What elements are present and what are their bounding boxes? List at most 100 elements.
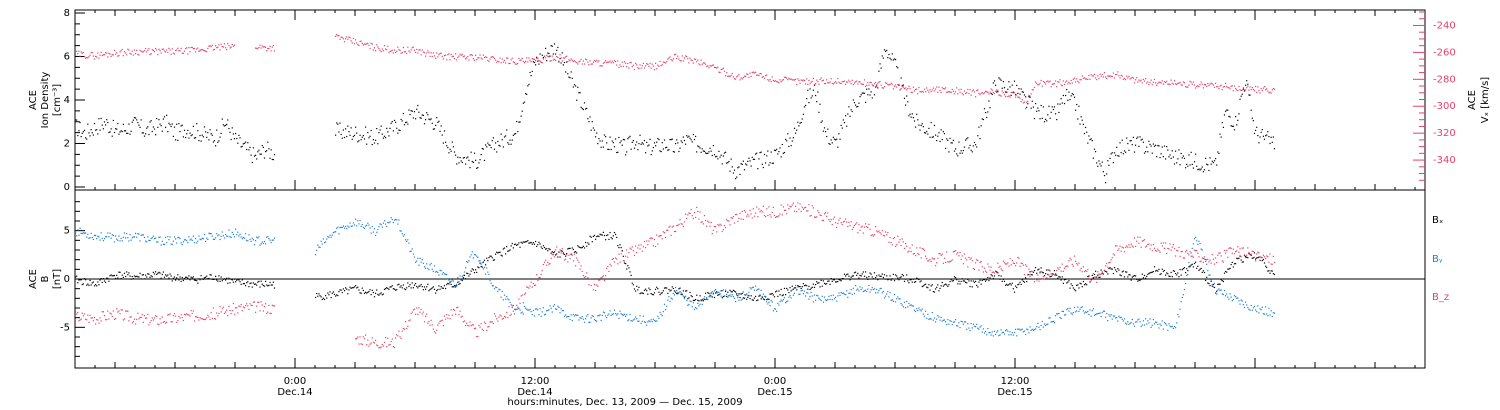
data-point [848,79,850,81]
data-point [1226,109,1228,111]
data-point [105,236,107,238]
data-point [1143,324,1146,326]
data-point [641,250,643,252]
data-point [553,43,556,45]
data-point [153,273,156,275]
data-point [139,240,141,242]
data-point [859,81,861,83]
data-point [645,288,647,290]
data-point [655,288,657,290]
data-point [1160,324,1162,327]
data-point [1242,261,1244,263]
data-point [992,82,994,84]
data-point [897,67,899,69]
data-point [270,284,272,286]
data-point [390,286,392,288]
data-point [728,220,730,222]
data-point [430,288,432,290]
data-point [432,270,434,272]
data-point [261,283,263,285]
data-point [1177,82,1179,84]
data-point [897,296,899,298]
data-point [122,276,124,278]
data-point [460,54,462,57]
data-point [746,298,748,300]
data-point [363,292,366,295]
data-point [417,104,419,107]
data-point [1088,313,1090,316]
data-point [137,276,139,278]
data-point [1257,134,1259,137]
data-point [82,283,84,285]
data-point [389,127,391,129]
data-point [453,309,456,311]
data-point [522,302,524,304]
data-point [1051,106,1053,108]
data-point [91,132,93,134]
data-point [413,284,416,286]
data-point [170,53,172,55]
x-tick-date-label: Dec.14 [277,387,312,398]
data-point [1018,283,1020,285]
data-point [766,301,768,303]
data-point [193,137,196,139]
data-point [855,284,857,287]
data-point [845,115,847,117]
data-point [638,286,640,289]
data-point [478,260,480,262]
data-point [1160,82,1162,84]
data-point [81,132,83,134]
data-point [1006,283,1008,285]
data-point [1218,87,1220,90]
data-point [380,51,382,53]
data-point [636,141,638,143]
data-point [448,283,450,285]
data-point [502,248,504,250]
data-point [422,51,424,53]
data-point [739,293,741,295]
data-point [730,291,732,293]
data-point [479,260,481,262]
data-point [473,253,476,256]
data-point [771,162,773,164]
data-point [968,280,970,282]
data-point [862,290,864,293]
data-point [792,288,794,290]
data-point [791,289,793,291]
data-point [376,289,378,291]
data-point [443,130,446,132]
data-point [85,137,87,139]
data-point [380,346,382,348]
data-point [496,251,498,253]
data-point [590,63,592,65]
data-point [591,121,593,123]
data-point [149,121,151,123]
data-point [1141,273,1143,275]
data-point [1249,309,1251,311]
data-point [916,308,918,310]
data-point [223,43,226,45]
data-point [1073,77,1076,79]
data-point [1051,321,1053,323]
data-point [455,313,457,315]
data-point [560,250,562,252]
data-point [708,295,710,298]
data-point [263,241,266,243]
data-point [919,91,921,93]
data-point [1227,268,1229,270]
data-point [560,252,562,254]
data-point [1036,272,1038,274]
data-point [579,317,581,319]
data-point [568,59,570,61]
data-point [197,130,199,132]
data-point [192,235,194,237]
data-point [122,123,124,125]
data-point [678,288,680,290]
data-point [692,302,694,304]
data-point [841,127,843,129]
data-point [741,78,743,80]
data-point [146,317,148,319]
data-point [316,292,318,295]
data-point [225,124,227,126]
data-point [541,247,543,250]
